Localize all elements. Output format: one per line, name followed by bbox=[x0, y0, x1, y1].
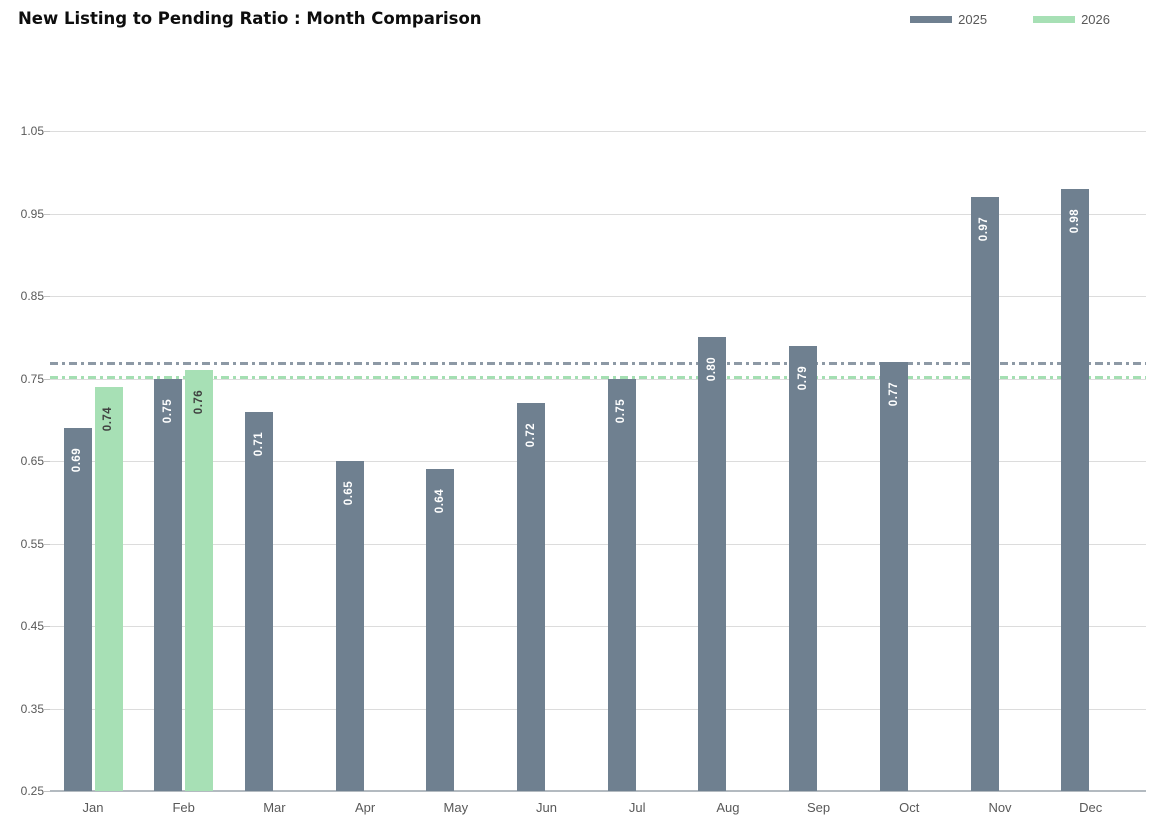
chart-title: New Listing to Pending Ratio : Month Com… bbox=[18, 9, 482, 28]
bar-2025-aug bbox=[698, 337, 727, 791]
legend-swatch-2025 bbox=[910, 16, 953, 23]
y-axis-label: 0.35 bbox=[20, 701, 44, 716]
y-axis-tick bbox=[44, 378, 50, 380]
bar-2025-jun bbox=[517, 403, 545, 791]
gridline bbox=[50, 461, 1146, 462]
x-axis-line bbox=[50, 790, 1146, 792]
legend: 2025 2026 bbox=[910, 12, 1110, 27]
bar-2025-oct bbox=[879, 362, 908, 791]
bar-2025-may bbox=[426, 469, 455, 791]
y-axis-tick bbox=[44, 296, 50, 297]
y-axis-label: 0.55 bbox=[20, 536, 44, 551]
y-axis-tick bbox=[44, 461, 50, 462]
x-axis-label: Nov bbox=[988, 800, 1012, 815]
gridline bbox=[50, 626, 1146, 627]
gridline bbox=[50, 131, 1146, 132]
bar-2025-dec bbox=[1061, 188, 1090, 791]
bar-2026-feb bbox=[185, 370, 214, 791]
average-line-2026 bbox=[50, 376, 1146, 380]
legend-item-2026: 2026 bbox=[1033, 12, 1110, 27]
y-axis-tick bbox=[44, 626, 50, 627]
y-axis-label: 0.95 bbox=[20, 206, 44, 221]
x-axis-label: Mar bbox=[263, 800, 286, 815]
legend-item-2025: 2025 bbox=[910, 12, 987, 27]
bar-2025-jan bbox=[63, 428, 92, 791]
legend-label: 2025 bbox=[958, 12, 988, 27]
y-axis-tick bbox=[44, 543, 50, 545]
y-axis-tick bbox=[44, 131, 50, 132]
gridline bbox=[50, 708, 1146, 710]
x-axis-label: Aug bbox=[716, 800, 740, 815]
bar-2025-jul bbox=[607, 378, 636, 791]
bar-2026-jan bbox=[94, 386, 123, 791]
x-axis-label: Apr bbox=[354, 800, 376, 815]
y-axis-label: 0.85 bbox=[20, 289, 44, 303]
average-line-2025 bbox=[50, 362, 1146, 366]
legend-swatch-2026 bbox=[1033, 16, 1076, 23]
x-axis-label: Dec bbox=[1079, 800, 1103, 815]
legend-label: 2026 bbox=[1081, 12, 1110, 27]
y-axis-label: 0.45 bbox=[20, 619, 44, 633]
bar-2025-feb bbox=[154, 378, 183, 791]
y-axis-label: 0.25 bbox=[20, 784, 44, 798]
y-axis-tick bbox=[44, 708, 50, 710]
x-axis-label: Feb bbox=[172, 800, 195, 815]
bar-2025-mar bbox=[244, 411, 273, 791]
y-axis-tick bbox=[44, 213, 50, 215]
y-axis-label: 0.65 bbox=[20, 454, 44, 468]
y-axis-label: 1.05 bbox=[20, 124, 44, 138]
bar-2025-nov bbox=[970, 197, 999, 791]
gridline bbox=[50, 543, 1146, 545]
x-axis-label: Jun bbox=[536, 800, 557, 815]
y-axis-tick bbox=[44, 791, 50, 792]
x-axis-label: Jan bbox=[82, 800, 104, 815]
gridline bbox=[50, 213, 1146, 215]
bar-2025-sep bbox=[789, 345, 818, 791]
x-axis-label: Jul bbox=[628, 800, 646, 815]
y-axis-label: 0.75 bbox=[20, 371, 44, 386]
gridline bbox=[50, 296, 1146, 297]
bar-2025-apr bbox=[335, 461, 364, 791]
x-axis-label: May bbox=[443, 800, 469, 815]
x-axis-label: Oct bbox=[899, 800, 920, 815]
x-axis-label: Sep bbox=[807, 800, 831, 815]
